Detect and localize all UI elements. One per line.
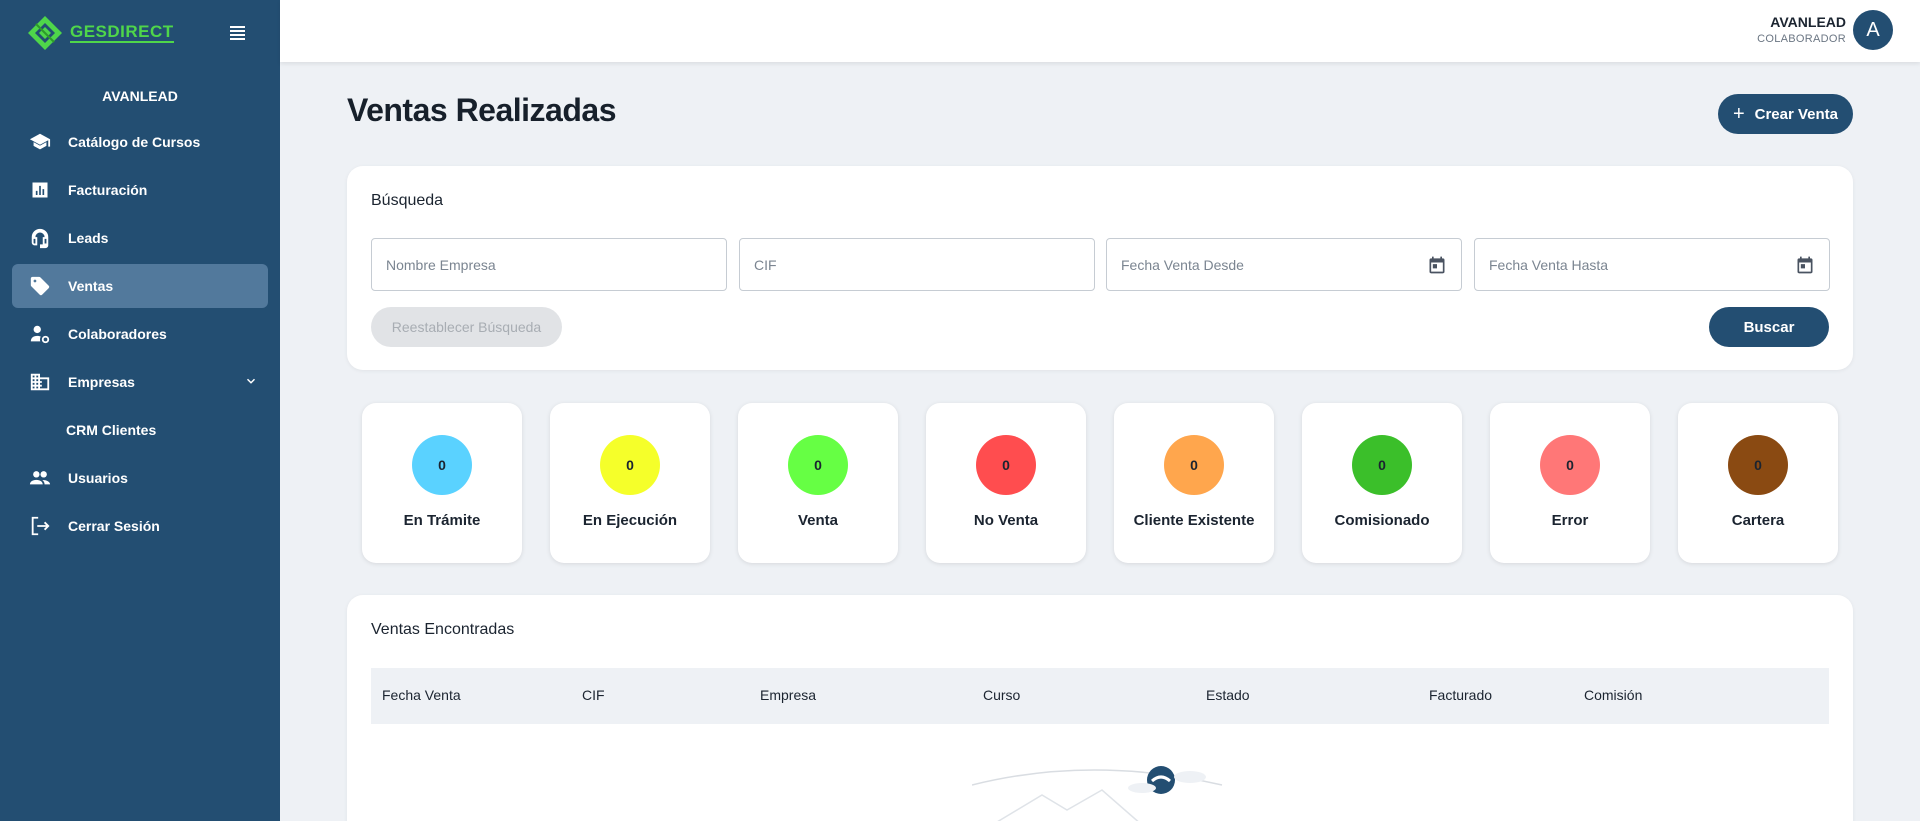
headset-icon: [28, 226, 52, 250]
user-name: AVANLEAD: [1770, 14, 1846, 30]
status-label: Cliente Existente: [1133, 512, 1255, 529]
sidebar-item-label: Usuarios: [68, 470, 128, 486]
status-card-error[interactable]: 0 Error: [1490, 403, 1650, 563]
search-title: Búsqueda: [371, 192, 444, 209]
graduation-cap-icon: [28, 130, 52, 154]
sidebar-item-facturacion[interactable]: Facturación: [12, 168, 268, 212]
status-count: 0: [1540, 435, 1600, 495]
status-label: Error: [1551, 512, 1589, 529]
page-title: Ventas Realizadas: [347, 92, 616, 128]
status-label: Venta: [797, 512, 839, 529]
status-card-en-ejecucion[interactable]: 0 En Ejecución: [550, 403, 710, 563]
create-sale-button[interactable]: + Crear Venta: [1718, 94, 1853, 134]
sidebar-item-usuarios[interactable]: Usuarios: [12, 456, 268, 500]
status-label: Comisionado: [1334, 512, 1430, 529]
sidebar-item-label: Leads: [68, 230, 109, 246]
org-name: AVANLEAD: [102, 88, 178, 104]
column-header-comision[interactable]: Comisión: [1584, 687, 1643, 703]
status-card-en-tramite[interactable]: 0 En Trámite: [362, 403, 522, 563]
column-header-empresa[interactable]: Empresa: [760, 687, 817, 703]
company-name-placeholder: Nombre Empresa: [386, 256, 496, 273]
menu-toggle-button[interactable]: [230, 24, 250, 42]
sidebar-item-catalogo[interactable]: Catálogo de Cursos: [12, 120, 268, 164]
sidebar: GESDIRECT AVANLEAD Catálogo de Cursos Fa…: [0, 0, 280, 821]
status-count: 0: [1352, 435, 1412, 495]
status-card-no-venta[interactable]: 0 No Venta: [926, 403, 1086, 563]
date-to-input[interactable]: Fecha Venta Hasta: [1474, 238, 1830, 291]
sidebar-item-ventas[interactable]: Ventas: [12, 264, 268, 308]
column-header-curso[interactable]: Curso: [983, 687, 1021, 703]
users-icon: [28, 466, 52, 490]
reset-search-button[interactable]: Reestablecer Búsqueda: [371, 307, 562, 347]
chevron-down-icon[interactable]: [244, 374, 258, 388]
results-card: Ventas Encontradas Fecha Venta CIF Empre…: [347, 595, 1853, 821]
status-card-cartera[interactable]: 0 Cartera: [1678, 403, 1838, 563]
cif-input[interactable]: CIF: [739, 238, 1095, 291]
brand-name: GESDIRECT: [70, 22, 174, 43]
bar-chart-icon: [28, 178, 52, 202]
status-count: 0: [1728, 435, 1788, 495]
brand-logo[interactable]: GESDIRECT: [26, 14, 174, 52]
column-header-cif[interactable]: CIF: [582, 687, 605, 703]
sidebar-item-label: Ventas: [68, 278, 114, 294]
logout-icon: [28, 514, 52, 538]
topbar: AVANLEAD COLABORADOR A: [280, 0, 1920, 62]
status-card-venta[interactable]: 0 Venta: [738, 403, 898, 563]
column-header-facturado[interactable]: Facturado: [1429, 687, 1493, 703]
building-icon: [28, 370, 52, 394]
calendar-icon[interactable]: [1795, 255, 1815, 275]
status-count: 0: [976, 435, 1036, 495]
status-label: Cartera: [1731, 512, 1785, 529]
sidebar-item-label: Colaboradores: [68, 326, 167, 342]
status-label: En Trámite: [403, 512, 481, 529]
search-card: Búsqueda Nombre Empresa CIF Fecha Venta …: [347, 166, 1853, 370]
sidebar-item-label: Cerrar Sesión: [68, 518, 160, 534]
avatar[interactable]: A: [1853, 10, 1893, 50]
sidebar-item-cerrar-sesion[interactable]: Cerrar Sesión: [12, 504, 268, 548]
status-label: No Venta: [973, 512, 1039, 529]
sidebar-item-label: CRM Clientes: [66, 422, 157, 438]
sidebar-item-colaboradores[interactable]: Colaboradores: [12, 312, 268, 356]
user-gear-icon: [28, 322, 52, 346]
sidebar-nav: Catálogo de Cursos Facturación Leads Ven…: [12, 120, 268, 552]
column-header-estado[interactable]: Estado: [1206, 687, 1250, 703]
cif-placeholder: CIF: [754, 256, 777, 273]
status-count: 0: [1164, 435, 1224, 495]
status-label: En Ejecución: [582, 512, 678, 529]
date-from-input[interactable]: Fecha Venta Desde: [1106, 238, 1462, 291]
status-count: 0: [788, 435, 848, 495]
status-card-comisionado[interactable]: 0 Comisionado: [1302, 403, 1462, 563]
sidebar-item-crm-clientes[interactable]: CRM Clientes: [12, 408, 268, 452]
calendar-icon[interactable]: [1427, 255, 1447, 275]
sidebar-item-label: Facturación: [68, 182, 148, 198]
create-sale-label: Crear Venta: [1754, 105, 1839, 123]
table-header: Fecha Venta CIF Empresa Curso Estado Fac…: [371, 668, 1829, 724]
user-info[interactable]: AVANLEAD COLABORADOR: [1757, 14, 1846, 45]
company-name-input[interactable]: Nombre Empresa: [371, 238, 727, 291]
date-from-placeholder: Fecha Venta Desde: [1121, 256, 1244, 273]
sidebar-item-label: Catálogo de Cursos: [68, 134, 201, 150]
status-count: 0: [412, 435, 472, 495]
plus-icon: +: [1732, 102, 1745, 125]
results-title: Ventas Encontradas: [371, 621, 515, 638]
sidebar-item-label: Empresas: [68, 374, 135, 390]
tag-icon: [28, 274, 52, 298]
status-card-cliente-existente[interactable]: 0 Cliente Existente: [1114, 403, 1274, 563]
search-button[interactable]: Buscar: [1709, 307, 1829, 347]
user-role: COLABORADOR: [1757, 33, 1846, 45]
date-to-placeholder: Fecha Venta Hasta: [1489, 256, 1609, 273]
status-count: 0: [600, 435, 660, 495]
empty-state-illustration-icon: [972, 766, 1223, 821]
logo-icon: [28, 16, 62, 50]
sidebar-item-empresas[interactable]: Empresas: [12, 360, 268, 404]
sidebar-item-leads[interactable]: Leads: [12, 216, 268, 260]
column-header-fecha-venta[interactable]: Fecha Venta: [382, 687, 461, 703]
